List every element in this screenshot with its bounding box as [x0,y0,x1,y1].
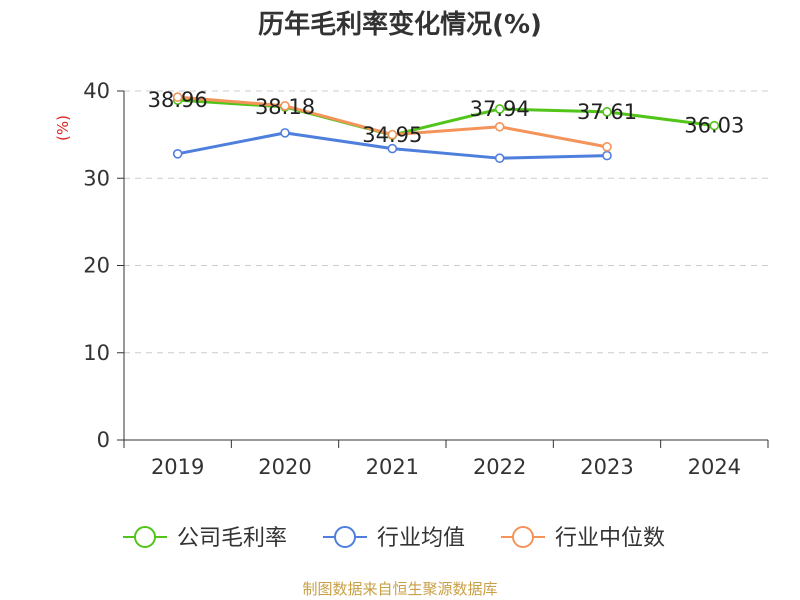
x-tick-label: 2022 [473,455,526,479]
data-point [280,128,290,138]
data-point [494,153,505,163]
data-label: 38.18 [255,95,315,119]
axes: 0 10 20 30 40 2019 2020 2021 2022 2023 2024 (%) [54,79,769,479]
legend-label: 公司毛利率 [177,526,287,551]
x-tick-label: 2021 [366,455,419,479]
series-layer [172,92,720,163]
data-point [709,120,720,131]
y-axis-title: (%) [54,115,72,141]
data-label: 37.61 [577,100,637,124]
data-label: 38.96 [148,88,208,112]
data-point [387,143,398,154]
y-tick-label: 40 [83,79,110,103]
data-label: 36.03 [684,114,744,138]
x-tick-label: 2020 [258,455,311,479]
data-point [602,150,612,161]
legend-marker [334,526,356,548]
x-tick-label: 2019 [151,455,204,479]
legend-label: 行业中位数 [555,526,665,551]
legend: 公司毛利率 行业均值 行业中位数 [123,526,665,551]
data-label: 34.95 [362,123,422,147]
source-note: 制图数据来自恒生聚源数据库 [302,580,498,598]
data-label: 37.94 [470,97,530,121]
data-point [172,149,183,159]
grid-lines [124,90,768,354]
legend-label: 行业均值 [377,526,465,551]
data-point [602,142,612,152]
y-tick-label: 30 [83,166,110,190]
data-point [387,129,398,140]
data-labels: 38.96 38.18 34.95 37.94 37.61 36.03 [148,88,745,147]
y-tick-label: 10 [83,341,110,365]
data-point [280,101,290,111]
data-point [494,121,505,132]
legend-marker [134,526,156,548]
data-point [172,92,183,102]
chart-title: 历年毛利率变化情况(%) [258,10,542,40]
data-point [602,107,612,117]
y-tick-label: 20 [83,254,110,278]
data-point [494,104,505,114]
x-tick-label: 2023 [580,455,633,479]
legend-marker [512,526,534,548]
x-tick-label: 2024 [688,455,741,479]
y-tick-label: 0 [97,428,110,452]
